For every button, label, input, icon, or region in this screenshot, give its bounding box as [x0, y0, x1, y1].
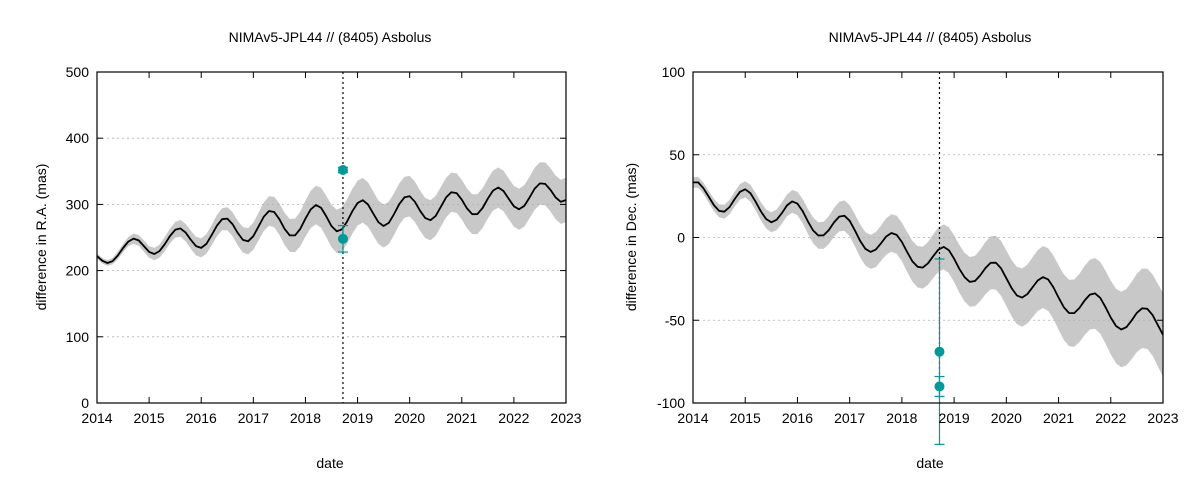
right-x-tick-label: 2017 [834, 410, 865, 426]
left-y-tick-label: 100 [66, 329, 90, 345]
right-x-tick-label: 2020 [991, 410, 1022, 426]
right-x-tick-label: 2015 [730, 410, 761, 426]
left-y-tick-label: 500 [66, 64, 90, 80]
right-y-tick-label: 0 [677, 230, 685, 246]
left-uncertainty-band [97, 162, 566, 266]
left-model-line [96, 182, 567, 264]
left-observation-point [337, 164, 348, 175]
left-x-tick-label: 2019 [342, 410, 373, 426]
right-y-tick-label: -100 [657, 395, 685, 411]
right-x-tick-label: 2022 [1095, 410, 1126, 426]
left-x-tick-label: 2020 [394, 410, 425, 426]
left-chart: NIMAv5-JPL44 // (8405) Asbolus date diff… [33, 29, 582, 471]
left-x-tick-label: 2023 [550, 410, 581, 426]
left-y-tick-label: 0 [81, 395, 89, 411]
right-y-tick-label: -50 [665, 312, 685, 328]
left-plot-frame [96, 71, 567, 404]
left-y-tick-label: 300 [66, 196, 90, 212]
left-chart-plot-area: 2014 2015 2016 2017 2018 2019 2020 2021 2022 2023… [66, 64, 582, 426]
right-x-tick-label: 2023 [1147, 410, 1178, 426]
left-x-tick-label: 2021 [446, 410, 477, 426]
right-y-tick-label: 100 [662, 64, 686, 80]
left-x-tick-label: 2017 [238, 410, 269, 426]
left-x-tick-label: 2015 [134, 410, 165, 426]
left-y-tick-label: 400 [66, 130, 90, 146]
right-chart: NIMAv5-JPL44 // (8405) Asbolus date diff… [623, 29, 1179, 471]
right-x-tick-label: 2018 [886, 410, 917, 426]
left-observation-point [337, 233, 348, 244]
right-x-tick-label: 2014 [677, 410, 708, 426]
right-y-tick-label: 50 [669, 147, 685, 163]
left-chart-ylabel: difference in R.A. (mas) [33, 164, 49, 311]
left-y-tick-label: 200 [66, 263, 90, 279]
left-x-tick-label: 2016 [186, 410, 217, 426]
left-x-tick-label: 2018 [290, 410, 321, 426]
left-chart-xlabel: date [316, 455, 343, 471]
left-chart-title: NIMAv5-JPL44 // (8405) Asbolus [229, 29, 432, 45]
right-x-tick-label: 2021 [1043, 410, 1074, 426]
left-x-tick-label: 2014 [81, 410, 112, 426]
right-x-tick-label: 2019 [939, 410, 970, 426]
right-x-tick-label: 2016 [782, 410, 813, 426]
right-chart-xlabel: date [916, 455, 943, 471]
right-observation-point [934, 381, 945, 392]
right-chart-ylabel: difference in Dec. (mas) [623, 163, 639, 311]
right-uncertainty-band [693, 176, 1163, 377]
right-chart-plot-area: 2014 2015 2016 2017 2018 2019 2020 2021 2022 2023… [657, 64, 1179, 445]
right-model-line [693, 181, 1164, 336]
right-observation-point [934, 346, 945, 357]
left-x-tick-label: 2022 [498, 410, 529, 426]
right-chart-title: NIMAv5-JPL44 // (8405) Asbolus [829, 29, 1032, 45]
